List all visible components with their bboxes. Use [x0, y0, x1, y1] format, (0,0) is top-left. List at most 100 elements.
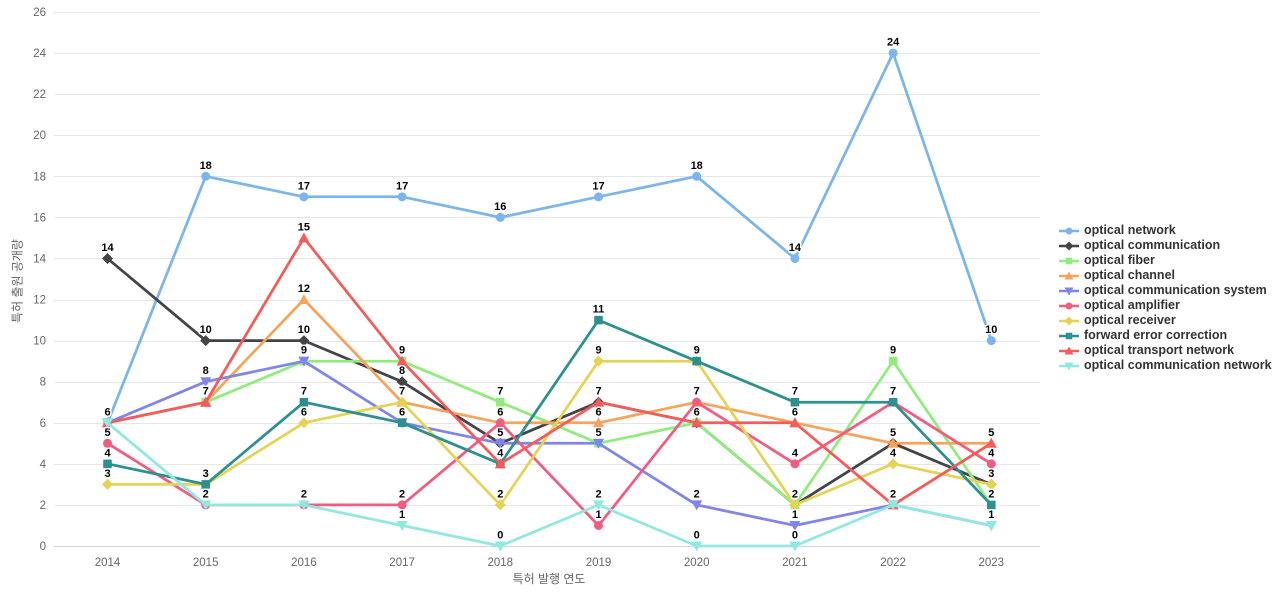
- marker-forward-error-correction-2022[interactable]: [888, 397, 898, 407]
- marker-optical-communication-network-2014[interactable]: [102, 418, 113, 429]
- marker-optical-network-2015[interactable]: [201, 171, 211, 181]
- marker-optical-communication-network-2015[interactable]: [200, 500, 212, 511]
- legend-item-optical-transport-network[interactable]: optical transport network: [1059, 343, 1272, 358]
- marker-optical-communication-network-2021[interactable]: [789, 541, 801, 552]
- data-label-2021-6: 6: [792, 406, 798, 418]
- marker-optical-communication-2017[interactable]: [396, 376, 408, 388]
- marker-optical-network-2017[interactable]: [397, 192, 407, 202]
- marker-optical-channel-2019[interactable]: [593, 417, 604, 428]
- marker-optical-fiber-2018[interactable]: [496, 397, 505, 407]
- x-tick-label: 2015: [193, 557, 219, 569]
- marker-optical-transport-network-2021[interactable]: [789, 417, 801, 428]
- data-label-2020-2: 2: [694, 488, 700, 500]
- legend-item-optical-amplifier[interactable]: optical amplifier: [1059, 298, 1272, 313]
- data-label-2019-6: 6: [595, 406, 601, 418]
- data-label-2017-2: 2: [399, 488, 405, 500]
- legend-label: optical fiber: [1084, 253, 1155, 267]
- marker-optical-communication-network-2019[interactable]: [593, 500, 604, 511]
- series-optical-channel: [102, 294, 997, 448]
- marker-optical-transport-network-2016[interactable]: [298, 232, 310, 243]
- marker-forward-error-correction-2020[interactable]: [692, 356, 701, 366]
- marker-optical-communication-2015[interactable]: [200, 335, 212, 347]
- marker-forward-error-correction-2021[interactable]: [790, 397, 800, 407]
- legend-item-optical-channel[interactable]: optical channel: [1059, 268, 1272, 283]
- marker-optical-network-2023[interactable]: [986, 336, 996, 346]
- marker-optical-receiver-2022[interactable]: [887, 458, 899, 470]
- marker-optical-receiver-2018[interactable]: [494, 499, 506, 511]
- marker-optical-amplifier-2014[interactable]: [103, 438, 112, 448]
- marker-optical-communication-system-2018[interactable]: [494, 438, 506, 449]
- marker-optical-transport-network-2015[interactable]: [200, 396, 212, 407]
- marker-optical-fiber-2022[interactable]: [888, 356, 898, 366]
- marker-optical-transport-network-2023[interactable]: [985, 437, 997, 448]
- marker-optical-communication-system-2015[interactable]: [200, 377, 212, 388]
- y-tick-label: 10: [33, 336, 46, 348]
- marker-optical-communication-system-2021[interactable]: [789, 520, 801, 531]
- x-tick-label: 2022: [880, 557, 906, 569]
- marker-optical-network-2022[interactable]: [888, 48, 898, 58]
- data-label-2016-10: 10: [298, 324, 310, 336]
- data-label-2019-2: 2: [595, 488, 601, 500]
- marker-optical-communication-network-2020[interactable]: [691, 541, 703, 552]
- marker-optical-network-2019[interactable]: [594, 192, 603, 202]
- marker-optical-receiver-2021[interactable]: [789, 499, 801, 511]
- marker-optical-transport-network-2018[interactable]: [494, 458, 506, 469]
- data-label-2019-11: 11: [593, 304, 605, 316]
- marker-optical-receiver-2017[interactable]: [396, 396, 408, 408]
- marker-optical-communication-2016[interactable]: [298, 335, 310, 347]
- marker-forward-error-correction-2016[interactable]: [299, 397, 309, 407]
- marker-optical-transport-network-2020[interactable]: [691, 417, 703, 428]
- marker-optical-receiver-2016[interactable]: [298, 417, 310, 429]
- marker-optical-amplifier-2021[interactable]: [790, 459, 800, 469]
- marker-optical-communication-system-2019[interactable]: [593, 438, 604, 449]
- y-tick-label: 24: [33, 48, 46, 60]
- marker-optical-network-2018[interactable]: [495, 212, 505, 222]
- legend-item-forward-error-correction[interactable]: forward error correction: [1059, 328, 1272, 343]
- marker-forward-error-correction-2017[interactable]: [397, 418, 407, 428]
- marker-optical-network-2021[interactable]: [790, 253, 800, 263]
- marker-optical-network-2020[interactable]: [692, 171, 702, 181]
- series-optical-communication: [102, 252, 997, 511]
- marker-optical-channel-2016[interactable]: [298, 294, 310, 305]
- marker-optical-amplifier-2023[interactable]: [986, 459, 996, 469]
- legend-item-optical-communication[interactable]: optical communication: [1059, 238, 1272, 253]
- legend-item-optical-communication-system[interactable]: optical communication system: [1059, 283, 1272, 298]
- marker-optical-network-2016[interactable]: [299, 192, 309, 202]
- data-label-2017-1: 1: [399, 509, 405, 521]
- marker-optical-amplifier-2018[interactable]: [495, 418, 505, 428]
- marker-optical-receiver-2019[interactable]: [593, 355, 604, 367]
- marker-optical-receiver-2014[interactable]: [102, 478, 113, 490]
- marker-optical-amplifier-2017[interactable]: [397, 500, 407, 510]
- marker-forward-error-correction-2023[interactable]: [987, 500, 996, 510]
- marker-optical-communication-2014[interactable]: [102, 252, 113, 264]
- marker-forward-error-correction-2019[interactable]: [594, 315, 603, 325]
- legend-item-optical-network[interactable]: optical network: [1059, 223, 1272, 238]
- marker-forward-error-correction-2014[interactable]: [103, 459, 112, 469]
- marker-optical-communication-network-2018[interactable]: [494, 541, 506, 552]
- marker-optical-communication-system-2016[interactable]: [298, 356, 310, 367]
- marker-forward-error-correction-2015[interactable]: [201, 480, 210, 489]
- marker-optical-channel-2022[interactable]: [887, 437, 899, 448]
- marker-optical-communication-network-2023[interactable]: [985, 520, 997, 531]
- marker-optical-receiver-2023[interactable]: [985, 478, 997, 490]
- data-label-2023-10: 10: [985, 324, 997, 336]
- marker-optical-amplifier-2020[interactable]: [692, 397, 702, 407]
- marker-optical-communication-network-2016[interactable]: [298, 500, 310, 511]
- legend-label: optical channel: [1084, 268, 1175, 282]
- data-label-2022-4: 4: [890, 447, 897, 459]
- data-label-2023-5: 5: [988, 427, 994, 439]
- marker-optical-transport-network-2017[interactable]: [396, 355, 408, 366]
- legend-item-optical-receiver[interactable]: optical receiver: [1059, 313, 1272, 328]
- legend-item-optical-fiber[interactable]: optical fiber: [1059, 253, 1272, 268]
- marker-optical-communication-system-2020[interactable]: [691, 500, 703, 511]
- marker-optical-transport-network-2019[interactable]: [593, 396, 604, 407]
- marker-optical-amplifier-2019[interactable]: [594, 520, 603, 530]
- series-line-optical-communication-network: [106, 421, 993, 548]
- legend-item-optical-communication-network[interactable]: optical communication network: [1059, 358, 1272, 373]
- marker-optical-communication-network-2017[interactable]: [396, 520, 408, 531]
- data-label-2022-7: 7: [890, 386, 896, 398]
- data-label-2022-2: 2: [890, 488, 896, 500]
- data-label-2018-2: 2: [497, 488, 503, 500]
- data-label-2020-7: 7: [694, 386, 700, 398]
- marker-optical-communication-network-2022[interactable]: [887, 500, 899, 511]
